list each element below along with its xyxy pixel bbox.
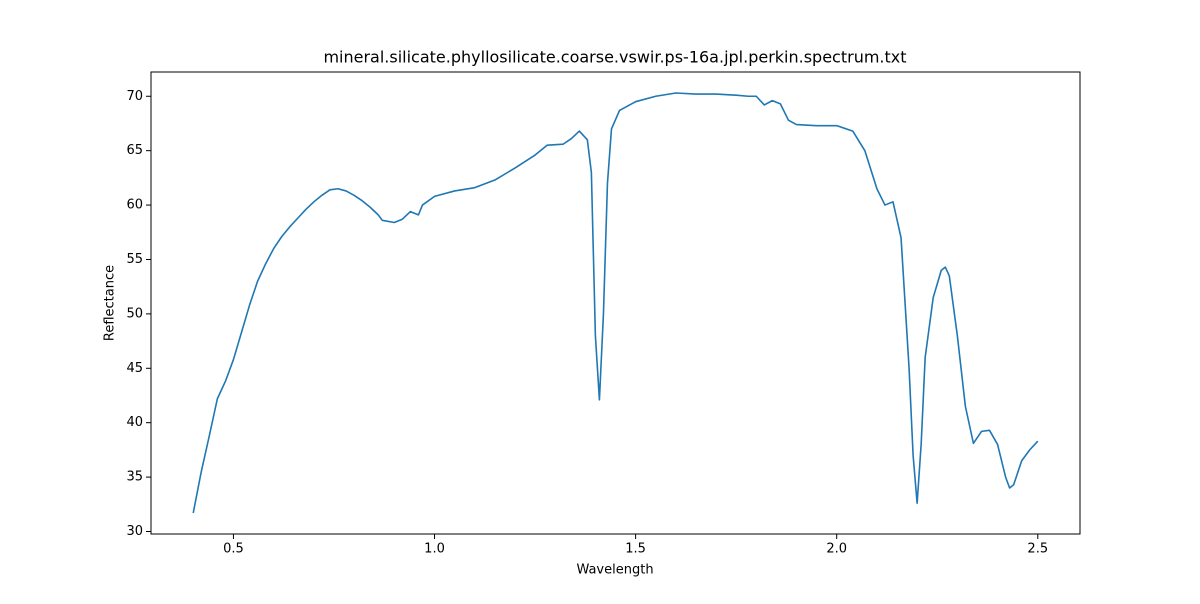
- y-tick-label: 30: [126, 524, 143, 539]
- y-axis-label: Reflectance: [103, 265, 118, 341]
- y-tick-label: 45: [126, 361, 143, 376]
- x-tick-label: 0.5: [223, 542, 244, 557]
- x-tick-label: 2.5: [1027, 542, 1048, 557]
- x-tick-label: 2.0: [826, 542, 847, 557]
- y-tick-label: 40: [126, 415, 143, 430]
- plot-frame: [150, 71, 1081, 535]
- y-tick-label: 60: [126, 198, 143, 213]
- x-axis-label: Wavelength: [576, 563, 653, 578]
- y-tick-label: 70: [126, 89, 143, 104]
- x-tick-label: 1.0: [424, 542, 445, 557]
- y-tick-label: 50: [126, 306, 143, 321]
- y-tick-label: 35: [126, 470, 143, 485]
- chart-title: mineral.silicate.phyllosilicate.coarse.v…: [323, 48, 906, 67]
- y-tick-label: 65: [126, 143, 143, 158]
- y-tick-label: 55: [126, 252, 143, 267]
- spectrum-line: [192, 92, 1039, 514]
- x-tick-label: 1.5: [625, 542, 646, 557]
